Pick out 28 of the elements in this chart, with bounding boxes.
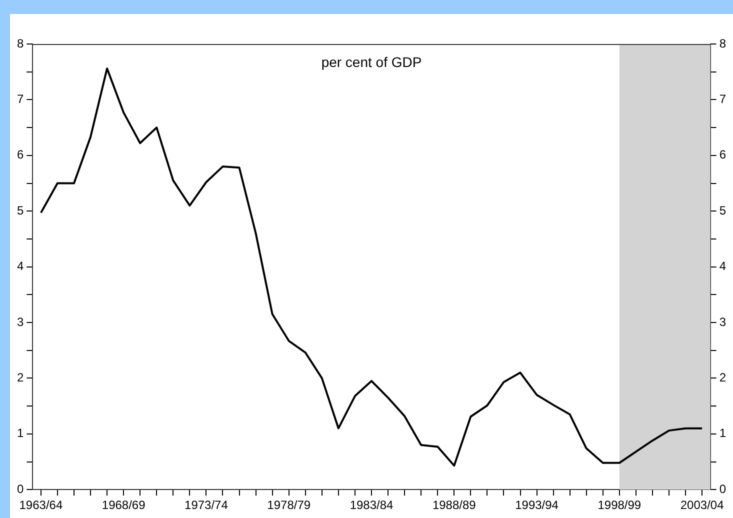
y2-tick-label: 7 [719, 92, 726, 106]
x-tick-label: 2003/04 [680, 498, 724, 512]
x-tick-label: 1973/74 [184, 498, 228, 512]
y2-tick-label: 5 [719, 203, 726, 218]
y2-tick-label: 1 [719, 426, 726, 440]
y-tick-label: 0 [16, 482, 24, 496]
y-tick-label: 7 [16, 92, 24, 106]
y2-tick-label: 6 [719, 148, 726, 162]
y-tick-label: 1 [16, 426, 24, 440]
y-tick-label: 3 [16, 314, 24, 329]
annotation: per cent of GDP [321, 54, 422, 70]
y-tick-label: 2 [16, 370, 24, 385]
y2-tick-label: 8 [719, 36, 726, 50]
y2-tick-label: 4 [719, 259, 726, 274]
y-tick-label: 6 [16, 148, 24, 162]
y2-tick-label: 0 [719, 482, 726, 496]
x-tick-label: 1998/99 [598, 498, 642, 512]
x-tick-label: 1963/64 [19, 498, 63, 512]
y-tick-label: 4 [16, 259, 24, 274]
y2-tick-label: 2 [719, 370, 726, 385]
x-tick-label: 1993/94 [515, 498, 559, 512]
y2-tick-label: 3 [719, 314, 726, 329]
x-tick-label: 1983/84 [350, 498, 394, 512]
y-tick-label: 5 [16, 203, 24, 218]
x-tick-label: 1978/79 [267, 498, 311, 512]
x-tick-label: 1988/89 [432, 498, 476, 512]
y-tick-label: 8 [16, 36, 24, 50]
x-tick-label: 1968/69 [102, 498, 146, 512]
